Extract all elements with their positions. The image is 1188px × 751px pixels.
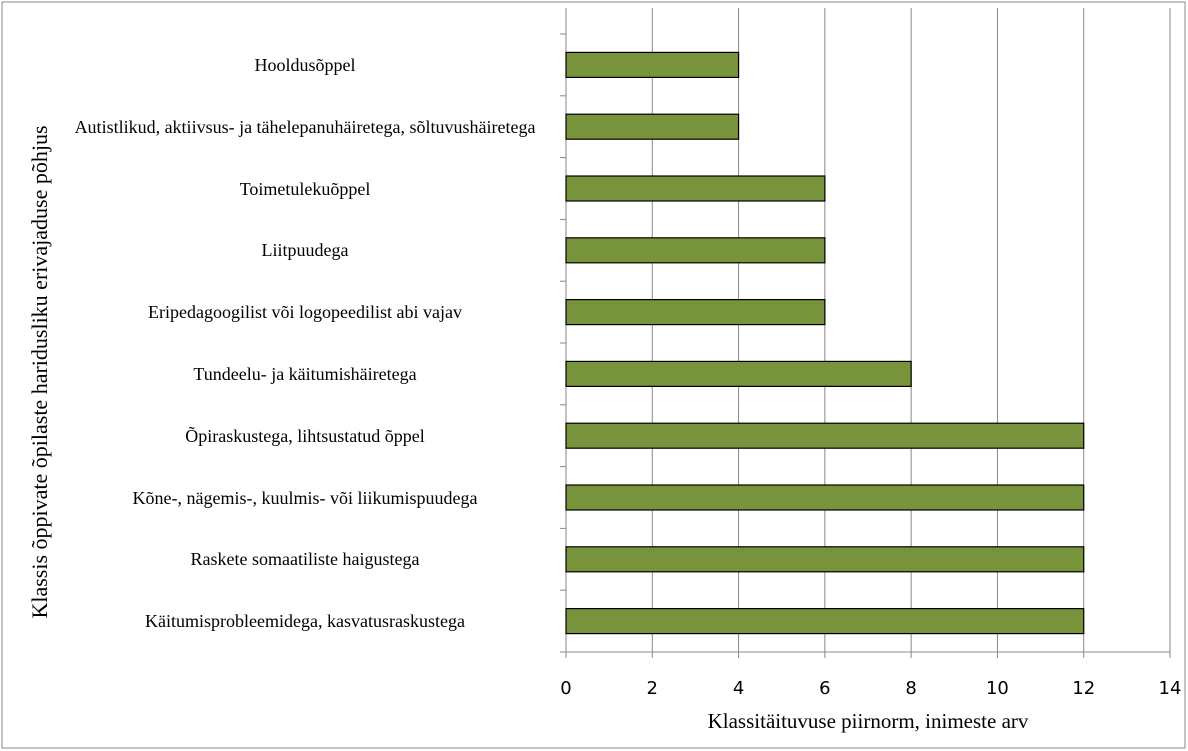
y-axis-title: Klassis õppivate õpilaste haridusliku er… [27,125,52,619]
y-tick-label: Liitpuudega [261,240,349,261]
bar [565,299,826,326]
bar [565,607,1085,635]
x-tick-label: 10 [986,678,1009,699]
y-tick-label: Toimetulekuõppel [239,178,371,199]
y-tick-label: Käitumisprobleemidega, kasvatusraskusteg… [145,611,465,632]
x-tick-label: 8 [905,678,916,699]
bar [565,175,826,202]
y-tick-label: Raskete somaatiliste haigustega [190,549,420,570]
y-tick-label: Autistlikud, aktiivsus- ja tähelepanuhäi… [74,116,536,137]
x-tick-label: 0 [560,678,571,699]
bar [565,360,912,387]
x-axis-title: Klassitäituvuse piirnorm, inimeste arv [708,709,1029,733]
x-tick-label: 4 [733,678,744,699]
bar [565,113,740,140]
bar [565,51,740,79]
x-tick-label: 6 [819,678,830,699]
bar [565,546,1085,573]
bar [565,422,1085,449]
y-tick-label: Hooldusõppel [254,54,356,75]
y-tick-label: Eripedagoogilist või logopeedilist abi v… [148,302,462,323]
x-tick-label: 12 [1072,678,1095,699]
bar [565,484,1085,511]
y-tick-label: Kõne-, nägemis-, kuulmis- või liikumispu… [132,487,478,508]
y-tick-label: Õpiraskustega, lihtsustatud õppel [185,425,425,446]
y-tick-label: Tundeelu- ja käitumishäiretega [193,363,417,384]
bar [565,237,826,264]
x-tick-label: 14 [1159,678,1182,699]
x-tick-label: 2 [647,678,658,699]
